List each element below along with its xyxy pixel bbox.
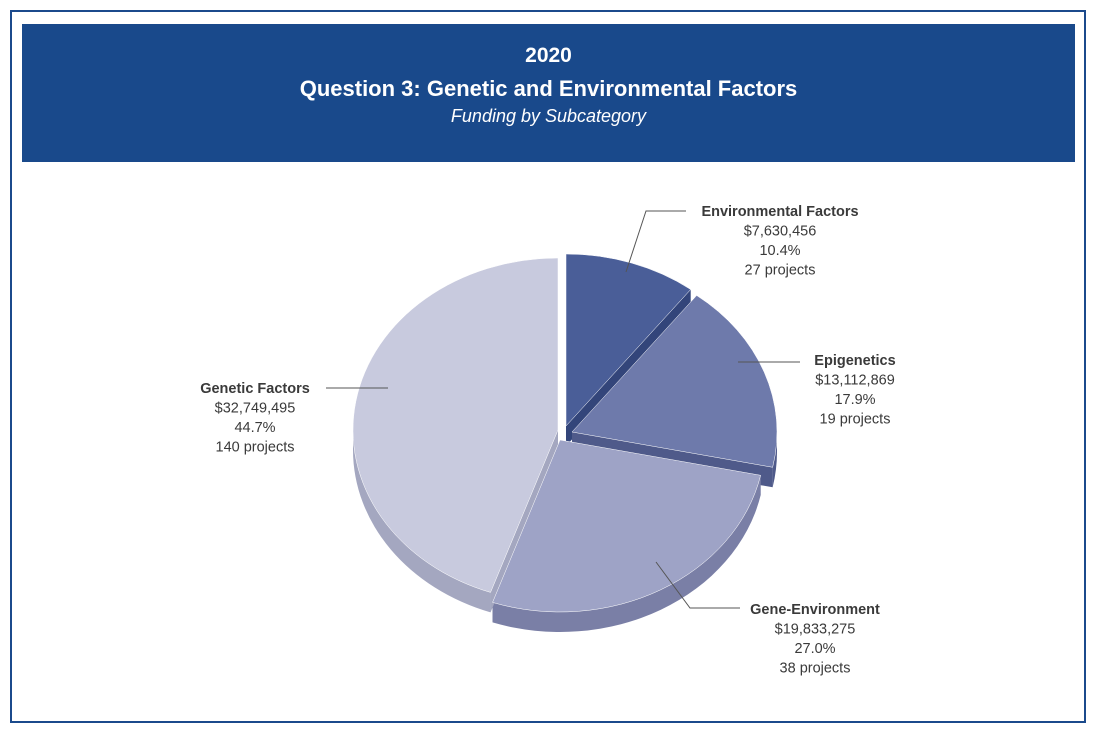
leader-line — [655, 561, 740, 609]
slice-label-percent: 17.9% — [834, 392, 875, 408]
pie-slice-gene-environment — [492, 439, 761, 613]
slice-label-name: Epigenetics — [814, 353, 895, 369]
slice-label-projects: 140 projects — [216, 440, 295, 456]
chart-title: Question 3: Genetic and Environmental Fa… — [299, 76, 798, 101]
pie-slice-side — [772, 432, 777, 488]
pie-slice-side — [492, 475, 761, 632]
slice-label-projects: 19 projects — [820, 412, 891, 428]
pie-slice-side — [353, 430, 491, 613]
pie-slice-epigenetics — [571, 295, 778, 468]
slice-label-name: Gene-Environment — [750, 602, 880, 618]
header-banner: 2020 Question 3: Genetic and Environment… — [22, 24, 1075, 162]
pie-slice-genetic-factors — [352, 257, 559, 593]
slice-label-projects: 27 projects — [745, 263, 816, 279]
slice-label-projects: 38 projects — [780, 661, 851, 677]
slice-label-amount: $19,833,275 — [775, 622, 856, 638]
slice-label-amount: $13,112,869 — [815, 373, 895, 389]
slice-label-percent: 44.7% — [234, 420, 275, 436]
pie-slice-environmental-factors — [565, 253, 692, 427]
slice-label-amount: $32,749,495 — [215, 401, 296, 417]
slice-label-name: Genetic Factors — [200, 381, 310, 397]
leader-line — [625, 210, 686, 273]
slice-label-percent: 27.0% — [794, 641, 835, 657]
slice-label-name: Environmental Factors — [701, 204, 858, 220]
slice-label-amount: $7,630,456 — [744, 224, 817, 240]
chart-year: 2020 — [525, 44, 572, 67]
chart-subtitle: Funding by Subcategory — [450, 106, 647, 126]
slice-label-percent: 10.4% — [759, 243, 800, 259]
chart-frame — [10, 10, 1086, 723]
